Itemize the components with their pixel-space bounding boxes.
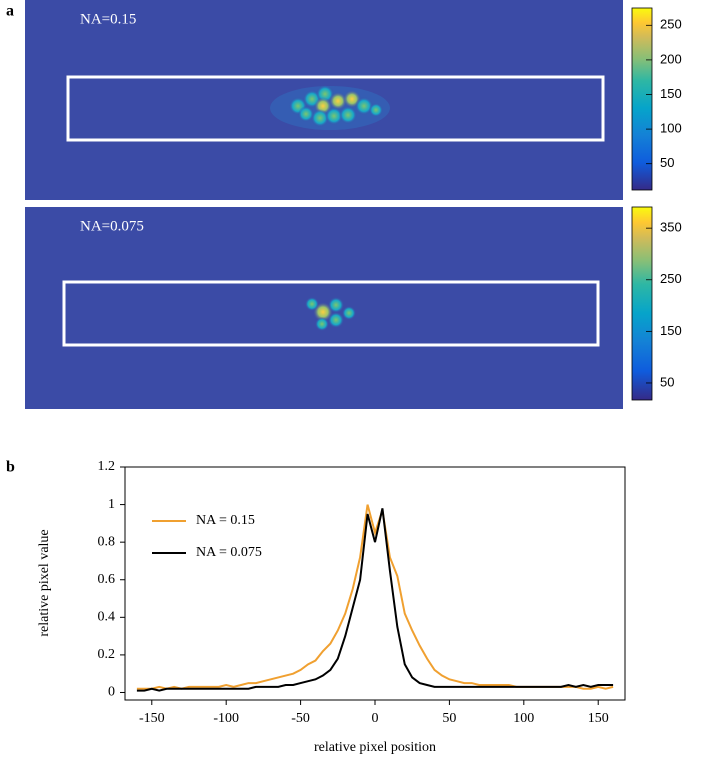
panel-label: a (6, 3, 14, 20)
x-tick-label: 150 (588, 711, 609, 726)
y-axis-label: relative pixel value (37, 529, 52, 636)
colorbar-tick-label: 150 (660, 323, 682, 338)
colorbar-tick-label: 200 (660, 51, 682, 66)
colorbar-tick-label: 100 (660, 121, 682, 136)
legend-label: NA = 0.15 (196, 513, 255, 528)
colorbar-tick-label: 50 (660, 374, 674, 389)
plot-frame (124, 466, 626, 701)
legend-label: NA = 0.075 (196, 545, 262, 560)
panel-label: b (6, 459, 15, 476)
y-tick-label: 0.6 (98, 572, 116, 587)
y-tick-label: 0 (108, 685, 115, 700)
colorbar (631, 7, 653, 191)
spots (305, 297, 356, 331)
y-tick-label: 1 (108, 497, 115, 512)
annotation: NA=0.075 (80, 218, 144, 234)
colorbar-tick-label: 250 (660, 17, 682, 32)
x-tick-label: 100 (513, 711, 534, 726)
y-tick-label: 0.4 (98, 610, 116, 625)
x-tick-label: -50 (291, 711, 310, 726)
colorbar-tick-label: 150 (660, 86, 682, 101)
roi-box (62, 280, 600, 347)
y-tick-label: 0.8 (98, 534, 116, 549)
roi-box (66, 75, 605, 142)
annotation: NA=0.15 (80, 11, 136, 27)
data-line (136, 504, 614, 690)
colorbar-tick-label: 250 (660, 271, 682, 286)
colorbar-tick-label: 50 (660, 155, 674, 170)
data-line (136, 508, 614, 692)
colorbar-tick-label: 350 (660, 220, 682, 235)
x-tick-label: -100 (213, 711, 239, 726)
y-tick-label: 1.2 (98, 459, 116, 474)
x-tick-label: -150 (139, 711, 165, 726)
x-tick-label: 50 (442, 711, 456, 726)
y-tick-label: 0.2 (98, 647, 116, 662)
x-axis-label: relative pixel position (314, 740, 436, 755)
colorbar (631, 206, 653, 401)
x-tick-label: 0 (372, 711, 379, 726)
spots (270, 85, 390, 130)
